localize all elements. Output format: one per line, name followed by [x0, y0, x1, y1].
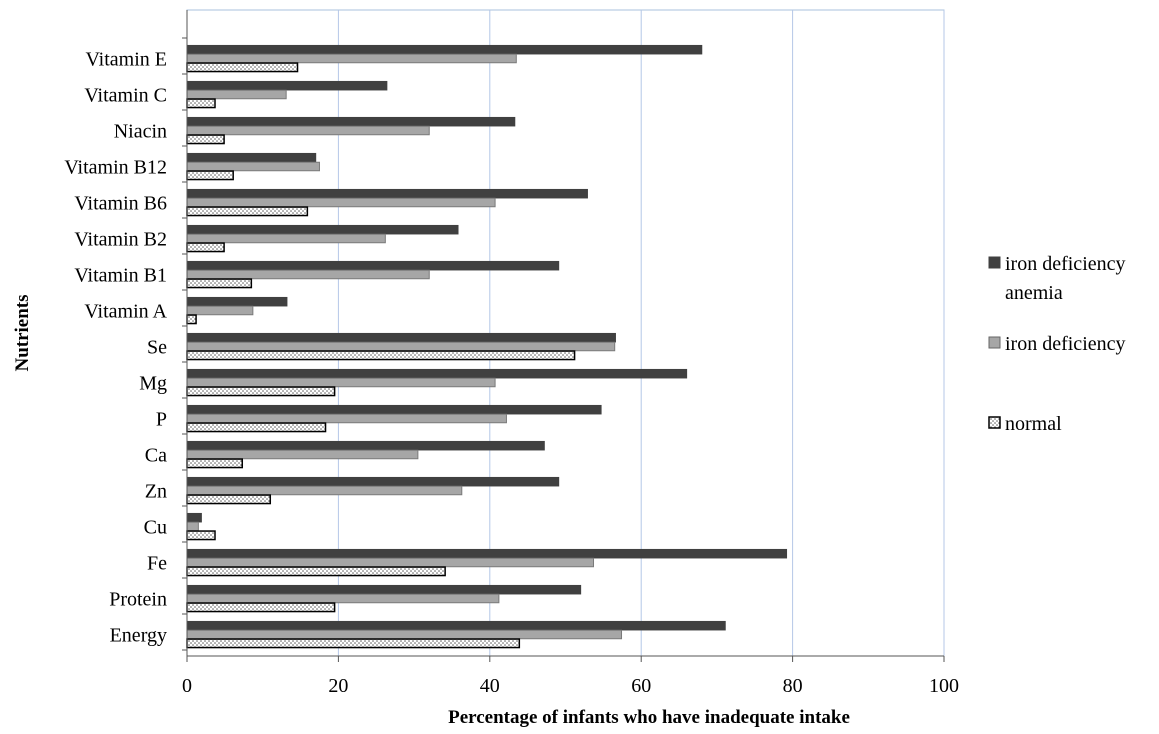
- category-label: Vitamin C: [84, 85, 167, 107]
- category-label: Energy: [110, 625, 167, 647]
- bar-iron-deficiency-anemia: [186, 152, 317, 163]
- category-label: Se: [147, 337, 167, 359]
- bar-iron-deficiency-anemia: [186, 440, 545, 451]
- bar-iron-deficiency: [186, 53, 517, 64]
- bars: [186, 44, 788, 649]
- bar-iron-deficiency: [186, 629, 623, 640]
- bar-iron-deficiency-anemia: [186, 476, 560, 487]
- category-label: Zn: [145, 481, 167, 503]
- bar-normal: [186, 134, 225, 145]
- bar-normal: [186, 386, 336, 397]
- legend: iron deficiency anemia iron deficiency norm…: [988, 253, 1126, 435]
- category-label: P: [156, 409, 167, 431]
- bar-normal: [186, 494, 272, 505]
- bar-iron-deficiency: [186, 449, 419, 460]
- x-tick-label: 60: [631, 675, 651, 697]
- category-label: Vitamin B1: [74, 265, 167, 287]
- bar-iron-deficiency-anemia: [186, 116, 516, 127]
- bar-iron-deficiency: [186, 341, 616, 352]
- bar-iron-deficiency: [186, 161, 320, 172]
- category-label: Vitamin A: [84, 301, 167, 323]
- category-label: Cu: [144, 517, 167, 539]
- bar-iron-deficiency-anemia: [186, 584, 582, 595]
- bar-normal: [186, 638, 521, 649]
- bar-normal: [186, 566, 446, 577]
- bar-normal: [186, 422, 327, 433]
- bar-normal: [186, 314, 197, 325]
- bar-iron-deficiency: [186, 233, 386, 244]
- bar-iron-deficiency-anemia: [186, 512, 202, 523]
- category-label: Mg: [139, 373, 167, 395]
- legend-label: anemia: [1005, 282, 1063, 304]
- x-axis-title: Percentage of infants who have inadequat…: [448, 707, 850, 728]
- legend-label: iron deficiency: [1005, 333, 1126, 355]
- bar-iron-deficiency-anemia: [186, 548, 788, 559]
- x-tick-label: 100: [929, 675, 959, 697]
- labels: 0 20 40 60 80 100 Vitamin E Vitamin C Niacin Vita…: [64, 49, 959, 698]
- bar-iron-deficiency-anemia: [186, 332, 616, 343]
- category-label: Fe: [147, 553, 167, 575]
- bar-iron-deficiency-anemia: [186, 404, 602, 415]
- category-label: Protein: [109, 589, 167, 611]
- bar-normal: [186, 170, 234, 181]
- bar-iron-deficiency-anemia: [186, 296, 288, 307]
- bar-iron-deficiency: [186, 377, 496, 388]
- bar-iron-deficiency-anemia: [186, 620, 726, 631]
- bar-normal: [186, 62, 299, 73]
- bar-iron-deficiency: [186, 413, 507, 424]
- bar-iron-deficiency: [186, 269, 430, 280]
- bar-iron-deficiency-anemia: [186, 260, 560, 271]
- legend-label: iron deficiency: [1005, 253, 1126, 275]
- category-label: Vitamin B2: [74, 229, 167, 251]
- bar-iron-deficiency-anemia: [186, 368, 688, 379]
- bar-iron-deficiency: [186, 89, 287, 100]
- category-label: Ca: [145, 445, 167, 467]
- bar-normal: [186, 350, 576, 361]
- bar-iron-deficiency: [186, 125, 430, 136]
- legend-label: normal: [1005, 413, 1062, 435]
- bar-normal: [186, 530, 216, 541]
- bar-iron-deficiency-anemia: [186, 224, 459, 235]
- bar-normal: [186, 206, 309, 217]
- bar-iron-deficiency: [186, 305, 254, 316]
- category-label: Vitamin E: [85, 49, 167, 71]
- legend-swatch: [988, 256, 1001, 269]
- bar-iron-deficiency-anemia: [186, 44, 703, 55]
- y-axis-title: Nutrients: [12, 294, 33, 371]
- bar-iron-deficiency: [186, 557, 595, 568]
- bar-iron-deficiency: [186, 593, 500, 604]
- bar-iron-deficiency: [186, 485, 463, 496]
- category-label: Vitamin B12: [64, 157, 167, 179]
- x-tick-label: 80: [783, 675, 803, 697]
- bar-iron-deficiency: [186, 521, 199, 532]
- x-tick-label: 40: [480, 675, 500, 697]
- bar-iron-deficiency: [186, 197, 496, 208]
- bar-iron-deficiency-anemia: [186, 80, 388, 91]
- bar-normal: [186, 602, 336, 613]
- bar-normal: [186, 278, 253, 289]
- bar-normal: [186, 458, 244, 469]
- bar-normal: [186, 242, 225, 253]
- x-tick-label: 20: [328, 675, 348, 697]
- bar-normal: [186, 98, 216, 109]
- category-label: Vitamin B6: [74, 193, 167, 215]
- legend-swatch: [988, 416, 1001, 429]
- bar-iron-deficiency-anemia: [186, 188, 588, 199]
- legend-swatch: [988, 336, 1001, 349]
- axes: [182, 10, 945, 662]
- category-label: Niacin: [114, 121, 167, 143]
- x-tick-label: 0: [182, 675, 192, 697]
